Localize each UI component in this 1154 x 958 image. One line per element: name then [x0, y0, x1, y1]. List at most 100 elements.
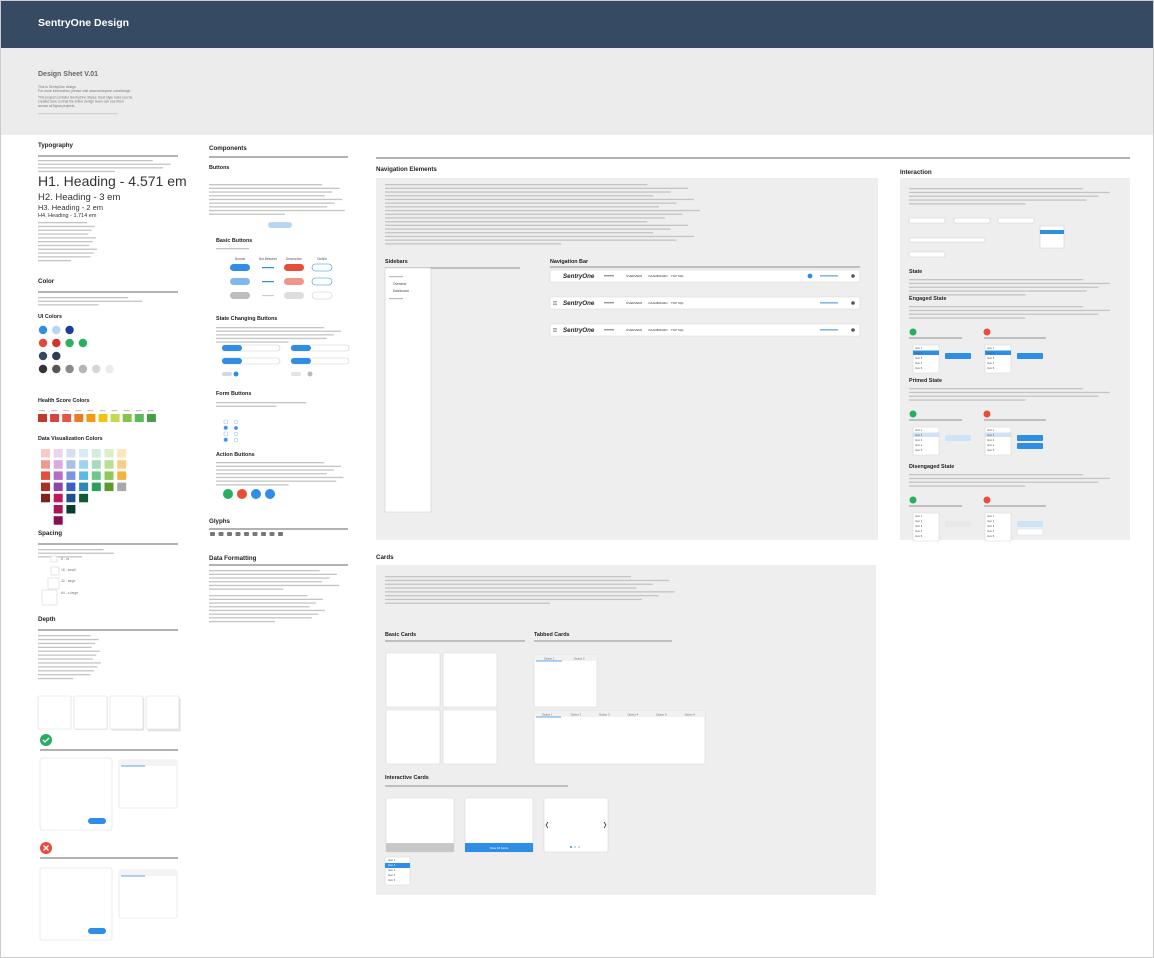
nav-item: OVERVIEW	[626, 328, 642, 332]
spacing-label: 16 - small	[61, 568, 76, 572]
text-placeholder	[909, 313, 1099, 315]
list-item: Item 2	[915, 351, 923, 355]
text-placeholder	[209, 202, 335, 204]
spacing-box	[50, 555, 58, 563]
segment-active	[222, 345, 242, 351]
text-placeholder	[38, 642, 96, 645]
segment-active	[222, 358, 242, 364]
list-item: Item 3	[987, 438, 995, 442]
health-swatch	[38, 414, 47, 422]
dataviz-swatch	[79, 493, 89, 503]
button	[230, 278, 250, 285]
intro-line: For more information, please visit www.s…	[38, 89, 130, 93]
text-placeholder	[385, 224, 689, 226]
list-item: Item 2	[915, 519, 923, 523]
health-swatch	[50, 414, 60, 422]
text-placeholder	[216, 330, 342, 332]
button	[284, 292, 304, 299]
text-placeholder	[38, 233, 89, 235]
text-placeholder	[209, 209, 345, 212]
text-placeholder	[111, 410, 118, 412]
subsection-title: Basic Cards	[385, 632, 416, 638]
color-swatch	[65, 364, 74, 374]
text-placeholder	[38, 300, 143, 302]
toggle	[222, 372, 232, 376]
spacing-box	[50, 566, 60, 576]
radio	[233, 431, 239, 437]
subsection-title: Disengaged State	[909, 464, 954, 470]
spacing-box	[47, 577, 60, 590]
text-placeholder	[216, 248, 249, 250]
color-swatch	[65, 325, 74, 335]
depth-card	[145, 695, 180, 730]
list-item: Item 2	[987, 433, 995, 437]
carousel-dot	[570, 846, 572, 848]
carousel-arrow	[545, 821, 607, 829]
text-placeholder	[820, 329, 838, 331]
tab-label: Option 2	[571, 713, 582, 717]
basic-card	[385, 652, 441, 708]
text-placeholder	[385, 221, 648, 223]
text-placeholder	[209, 617, 312, 619]
dataviz-swatch	[66, 460, 76, 469]
list-item: Item 5	[915, 448, 923, 452]
text-placeholder	[909, 474, 1083, 476]
text-placeholder	[209, 573, 337, 575]
nav-panel	[376, 178, 878, 540]
text-placeholder	[216, 334, 334, 336]
text-button	[66, 818, 82, 822]
text-placeholder	[38, 658, 93, 660]
tab-strip	[119, 760, 177, 766]
dropdown-menu	[1039, 225, 1065, 249]
list-item: Item 5	[987, 534, 995, 538]
highlighted-item	[985, 432, 1011, 437]
radio	[233, 437, 239, 443]
text-placeholder	[909, 306, 1083, 308]
intro-line: This is SentryOne design	[38, 85, 76, 89]
subsection-title: Buttons	[209, 165, 229, 171]
text-placeholder	[38, 552, 114, 554]
dataviz-swatch	[41, 493, 50, 503]
text-placeholder	[385, 598, 642, 601]
dataviz-swatch	[91, 460, 101, 469]
action-button	[237, 489, 247, 499]
tab-label: Option 6	[685, 713, 696, 717]
list-item: Item 3	[987, 356, 995, 360]
basic-card	[385, 709, 441, 765]
button-header: Destructive	[286, 257, 302, 261]
text-placeholder	[216, 473, 327, 475]
depth-card	[109, 695, 144, 730]
nav-item: DASHBOARD	[649, 301, 669, 305]
dataviz-swatch	[66, 449, 76, 458]
dataviz-swatch	[117, 482, 127, 492]
text-placeholder	[38, 229, 92, 231]
text-placeholder	[909, 309, 1110, 312]
button-header: Not Between	[259, 257, 277, 261]
text-placeholder	[209, 581, 323, 583]
error-icon	[983, 496, 991, 504]
text-placeholder	[385, 576, 631, 578]
spacing-box	[41, 589, 58, 606]
color-swatch	[38, 351, 48, 361]
dropdown	[997, 217, 1035, 224]
text-placeholder	[87, 410, 94, 412]
text-placeholder	[909, 199, 1087, 201]
text-placeholder	[216, 480, 337, 482]
text-placeholder	[216, 469, 334, 471]
text-placeholder	[909, 317, 1026, 319]
text-placeholder	[909, 188, 1083, 190]
heading-sample: H2. Heading - 3 em	[38, 192, 120, 203]
text-placeholder	[389, 276, 403, 278]
carousel-dot	[574, 846, 576, 848]
text-placeholder	[385, 235, 694, 238]
button	[311, 263, 333, 272]
text-placeholder	[38, 556, 82, 558]
health-swatch	[134, 414, 144, 422]
color-swatch	[65, 338, 74, 348]
state-button	[1017, 521, 1043, 527]
glyph	[235, 532, 241, 536]
text-placeholder	[604, 329, 614, 331]
text-placeholder	[385, 595, 659, 597]
text-placeholder	[75, 410, 82, 412]
subsection-title: Form Buttons	[216, 391, 251, 397]
